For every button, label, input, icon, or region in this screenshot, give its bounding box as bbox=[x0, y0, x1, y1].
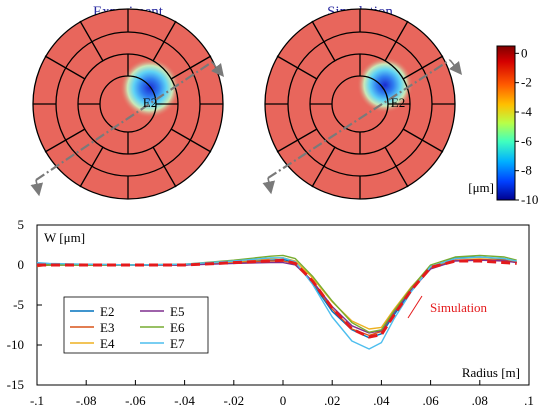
y-tick-label: -5 bbox=[13, 297, 24, 312]
simulation-sensor-label: E2 bbox=[391, 95, 405, 110]
y-axis-ticks: 5 0 -5 -10 -15 bbox=[7, 217, 42, 392]
colorbar-tick-label: -4 bbox=[521, 104, 532, 119]
legend-label: E5 bbox=[170, 304, 184, 319]
legend-label: E6 bbox=[170, 320, 185, 335]
x-tick-label: -.1 bbox=[30, 393, 44, 408]
x-tick-label: .08 bbox=[472, 393, 488, 408]
y-axis-label: W [μm] bbox=[44, 230, 85, 245]
experiment-sensor-label: E2 bbox=[143, 95, 157, 110]
colorbar-unit: [μm] bbox=[468, 180, 494, 195]
y-tick-label: 5 bbox=[18, 217, 25, 232]
y-tick-label: -15 bbox=[7, 377, 24, 392]
colorbar-ticks: 0 -2 -4 -6 -8 -10 bbox=[515, 45, 538, 207]
x-axis-ticks: -.1 -.08 -.06 -.04 -.02 0 .02 .04 .06 .08 .1 bbox=[30, 380, 534, 408]
series-layer bbox=[36, 254, 517, 350]
x-tick-label: -.08 bbox=[76, 393, 97, 408]
x-tick-label: .06 bbox=[422, 393, 439, 408]
x-tick-label: 0 bbox=[280, 393, 287, 408]
x-tick-label: -.02 bbox=[224, 393, 245, 408]
legend-label: E4 bbox=[100, 336, 115, 351]
legend-label: E2 bbox=[100, 304, 114, 319]
series-line-simulation bbox=[37, 258, 517, 339]
x-tick-label: -.06 bbox=[125, 393, 146, 408]
experiment-bullseye: E2 bbox=[30, 8, 224, 200]
x-tick-label: .02 bbox=[324, 393, 340, 408]
x-tick-label: -.04 bbox=[174, 393, 195, 408]
colorbar: 0 -2 -4 -6 -8 -10 [μm] bbox=[468, 45, 538, 207]
y-tick-label: 0 bbox=[18, 257, 25, 272]
y-tick-label: -10 bbox=[7, 337, 24, 352]
line-chart: 5 0 -5 -10 -15 -.1 -.08 -.06 -.04 -.02 0 .02 .04 .06… bbox=[7, 217, 534, 408]
x-tick-label: .1 bbox=[524, 393, 534, 408]
colorbar-tick-label: -6 bbox=[521, 133, 532, 148]
legend-label: E7 bbox=[170, 336, 185, 351]
colorbar-tick-label: 0 bbox=[521, 45, 528, 60]
simulation-annotation: Simulation bbox=[430, 300, 488, 315]
annotation-leader bbox=[407, 295, 423, 319]
x-tick-label: .04 bbox=[373, 393, 390, 408]
colorbar-tick-label: -8 bbox=[521, 163, 532, 178]
x-axis-label: Radius [m] bbox=[462, 365, 520, 380]
simulation-bullseye: E2 bbox=[262, 8, 462, 200]
legend-label: E3 bbox=[100, 320, 114, 335]
colorbar-tick-label: -2 bbox=[521, 75, 532, 90]
colorbar-tick-label: -10 bbox=[521, 192, 538, 207]
